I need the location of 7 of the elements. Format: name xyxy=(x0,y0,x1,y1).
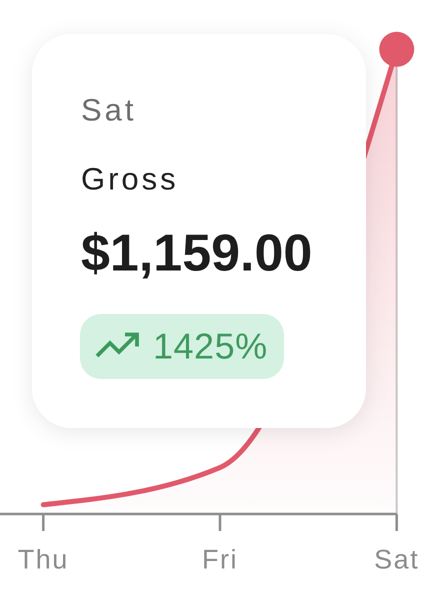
annotation: 1425% xyxy=(153,325,268,366)
x-tick-label: Fri xyxy=(202,544,238,574)
x-tick-label: Thu xyxy=(18,544,69,574)
annotation: Sat xyxy=(81,92,137,128)
annotation: $1,159.00 xyxy=(81,224,312,283)
x-tick-label: Sat xyxy=(374,544,420,574)
annotation: Gross xyxy=(81,161,179,196)
